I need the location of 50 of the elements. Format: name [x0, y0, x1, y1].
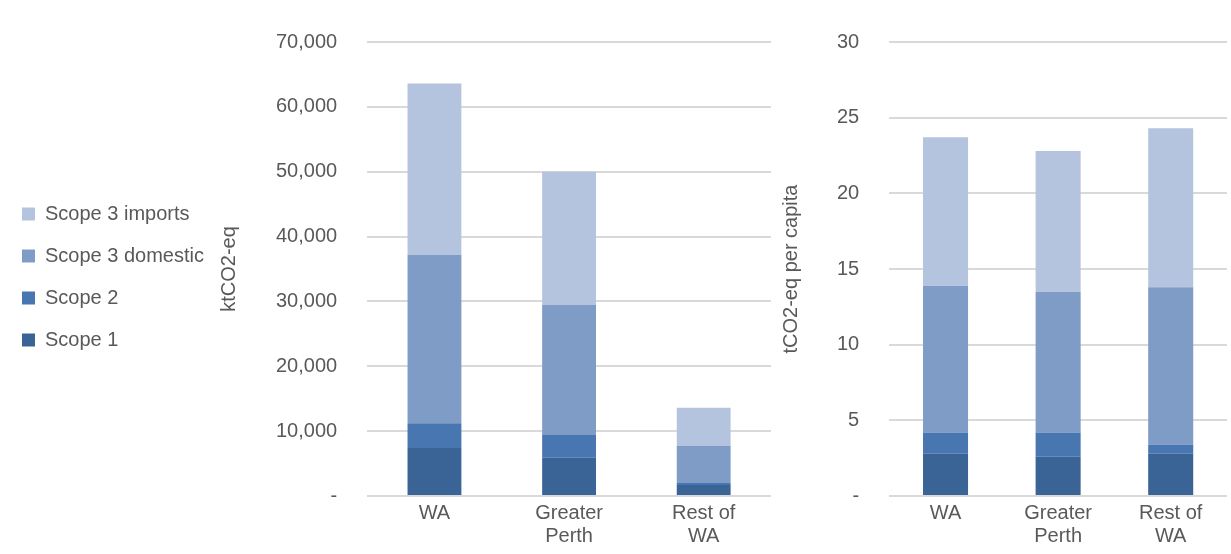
x-tick-label: Rest of WA [672, 501, 736, 547]
bar [542, 435, 596, 458]
bar [923, 453, 969, 495]
bar [542, 304, 596, 436]
bar [923, 432, 969, 454]
y-axis-title: ktCO2-eq [217, 226, 240, 312]
x-tick-label: Greater Perth [535, 501, 604, 547]
y-axis-title: tCO2-eq per capita [778, 183, 801, 354]
bar [676, 484, 731, 495]
bar [676, 407, 731, 447]
y-tick-label: 20 [837, 180, 860, 203]
y-tick-label: - [330, 483, 338, 506]
y-tick-label: - [852, 483, 860, 506]
x-tick-label: Greater Perth [1024, 501, 1093, 547]
y-tick-label: 20,000 [275, 353, 338, 376]
bar [1148, 128, 1194, 288]
y-tick-label: 5 [848, 407, 860, 430]
bar [1148, 444, 1194, 454]
bar [676, 446, 731, 484]
y-tick-label: 50,000 [275, 159, 338, 182]
bar [407, 83, 462, 255]
legend-label: Scope 3 imports [45, 201, 190, 224]
x-tick-label: WA [418, 501, 451, 524]
bar [1035, 150, 1081, 292]
y-tick-label: 70,000 [275, 29, 338, 52]
y-tick-label: 30,000 [275, 288, 338, 311]
bar [407, 448, 462, 495]
x-tick-label: WA [929, 501, 962, 524]
bar [1035, 456, 1081, 495]
y-tick-label: 10 [837, 332, 860, 355]
bar [542, 457, 596, 495]
bar [1035, 432, 1081, 457]
bar [542, 171, 596, 305]
bar [407, 423, 462, 449]
y-tick-label: 15 [837, 256, 860, 279]
legend-label: Scope 2 [45, 285, 119, 308]
y-tick-label: 40,000 [275, 224, 338, 247]
bar [1148, 453, 1194, 495]
bar [1148, 287, 1194, 445]
bar [407, 254, 462, 424]
legend-label: Scope 1 [45, 327, 119, 350]
y-tick-label: 10,000 [275, 418, 338, 441]
y-tick-label: 30 [837, 29, 860, 52]
x-tick-label: Rest of WA [1139, 501, 1203, 547]
y-tick-label: 25 [837, 105, 860, 128]
y-tick-label: 60,000 [275, 94, 338, 117]
bar [923, 285, 969, 433]
bar [923, 137, 969, 286]
bar [1035, 291, 1081, 433]
legend-label: Scope 3 domestic [45, 243, 204, 266]
